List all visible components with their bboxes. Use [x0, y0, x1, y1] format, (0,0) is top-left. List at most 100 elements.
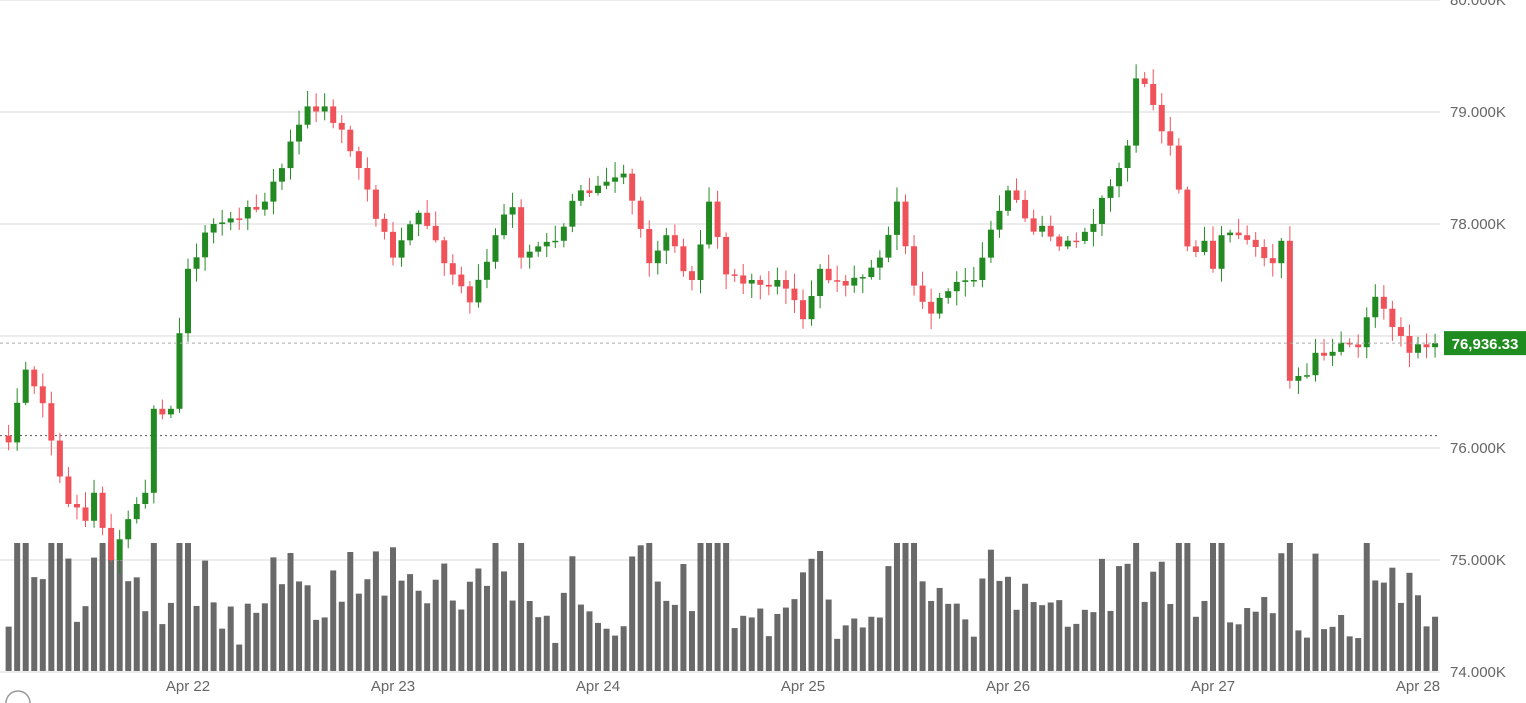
volume-bar: [748, 617, 755, 671]
volume-bar: [876, 617, 883, 671]
candle-body: [1235, 232, 1242, 236]
candle-body: [1064, 240, 1071, 247]
volume-bar: [304, 585, 311, 671]
y-tick-label: 75.000K: [1450, 552, 1506, 569]
candle-body: [313, 106, 320, 112]
candle-body: [415, 212, 422, 225]
candle-body: [543, 241, 550, 247]
candle-body: [193, 257, 200, 269]
candle-body: [970, 280, 977, 282]
candle-body: [979, 257, 986, 280]
candle-body: [1141, 78, 1148, 84]
candle-body: [1030, 218, 1037, 232]
volume-bar: [56, 543, 63, 671]
volume-bar: [569, 556, 576, 671]
volume-bar: [1346, 636, 1353, 671]
candle-body: [740, 275, 747, 284]
volume-bar: [73, 621, 80, 671]
volume-bar: [1167, 603, 1174, 671]
candle-body: [1227, 232, 1234, 236]
candle-body: [535, 246, 542, 252]
candle-body: [159, 408, 166, 415]
volume-bar: [1363, 543, 1370, 671]
candle-body: [595, 185, 601, 194]
y-tick-label: 76.000K: [1450, 440, 1506, 457]
x-tick-label: Apr 25: [781, 678, 825, 695]
volume-bar: [210, 602, 217, 671]
volume-bar: [936, 587, 943, 671]
volume-bar: [48, 543, 55, 671]
volume-bar: [1175, 543, 1182, 671]
volume-bar: [1355, 638, 1362, 671]
y-axis: 80.000K 79.000K 78.000K 76.000K 75.000K 74.00…: [1450, 0, 1506, 681]
candle-body: [14, 402, 21, 443]
candle-body: [48, 403, 55, 441]
volume-bar: [1039, 605, 1046, 671]
candle-body: [885, 234, 892, 258]
volume-bar: [116, 560, 123, 671]
volume-bar: [321, 617, 328, 671]
volume-bar: [91, 557, 98, 671]
candle-body: [73, 504, 80, 508]
candle-body: [202, 232, 209, 258]
volume-bar: [1389, 567, 1396, 671]
volume-bar: [859, 627, 866, 671]
volume-bar: [808, 558, 815, 671]
candle-body: [287, 141, 294, 169]
volume-bar: [31, 577, 38, 671]
volume-bar: [82, 606, 89, 671]
volume-bar: [740, 615, 747, 671]
candle-body: [347, 129, 354, 152]
volume-bar: [1278, 553, 1285, 671]
volume-bar: [1090, 612, 1097, 671]
candle-body: [1022, 199, 1029, 219]
candle-body: [1303, 375, 1310, 377]
volume-bar: [287, 552, 294, 671]
volume-bar: [688, 611, 695, 671]
last-price-label[interactable]: 76,936.33: [1444, 331, 1526, 356]
candle-body: [603, 181, 610, 186]
volume-bar: [629, 556, 636, 671]
candle-body: [962, 280, 969, 282]
volume-bar: [5, 626, 12, 671]
volume-bar: [1056, 600, 1063, 671]
candle-body: [834, 280, 841, 282]
volume-bar: [449, 600, 456, 671]
volume-bar: [150, 543, 157, 671]
volume-bar: [637, 545, 644, 671]
volume-bar: [244, 603, 251, 671]
candle-body: [227, 218, 234, 223]
candle-body: [945, 291, 952, 298]
grid-lines: [0, 0, 1440, 673]
volume-bar: [424, 603, 431, 671]
volume-bar: [560, 592, 567, 671]
candle-body: [552, 240, 559, 243]
volume-bar: [996, 580, 1003, 671]
candle-body: [108, 527, 115, 560]
candle-body: [475, 279, 482, 303]
volume-bar: [1047, 602, 1054, 671]
volume-bar: [1116, 566, 1123, 671]
y-tick-label: 80.000K: [1450, 0, 1506, 9]
candle-body: [612, 177, 619, 182]
candle-body: [1005, 190, 1011, 211]
volume-bar: [99, 543, 106, 671]
candle-body: [167, 408, 174, 415]
volume-bar: [133, 577, 140, 671]
volume-bar: [825, 599, 832, 671]
candle-body: [116, 539, 123, 560]
y-tick-label: 74.000K: [1450, 664, 1506, 681]
volume-bar: [782, 607, 789, 671]
volume-bar: [1022, 583, 1029, 671]
candle-body: [1047, 225, 1054, 237]
volume-bar: [842, 625, 849, 671]
volume-bar: [962, 619, 969, 671]
candle-body: [424, 212, 431, 226]
volume-bar: [1244, 608, 1251, 671]
candle-body: [1081, 231, 1088, 241]
candle-body: [851, 277, 858, 286]
volume-bar: [1098, 558, 1105, 671]
volume-bar: [509, 600, 516, 671]
volume-bar: [407, 574, 414, 671]
volume-bar: [1124, 563, 1131, 671]
